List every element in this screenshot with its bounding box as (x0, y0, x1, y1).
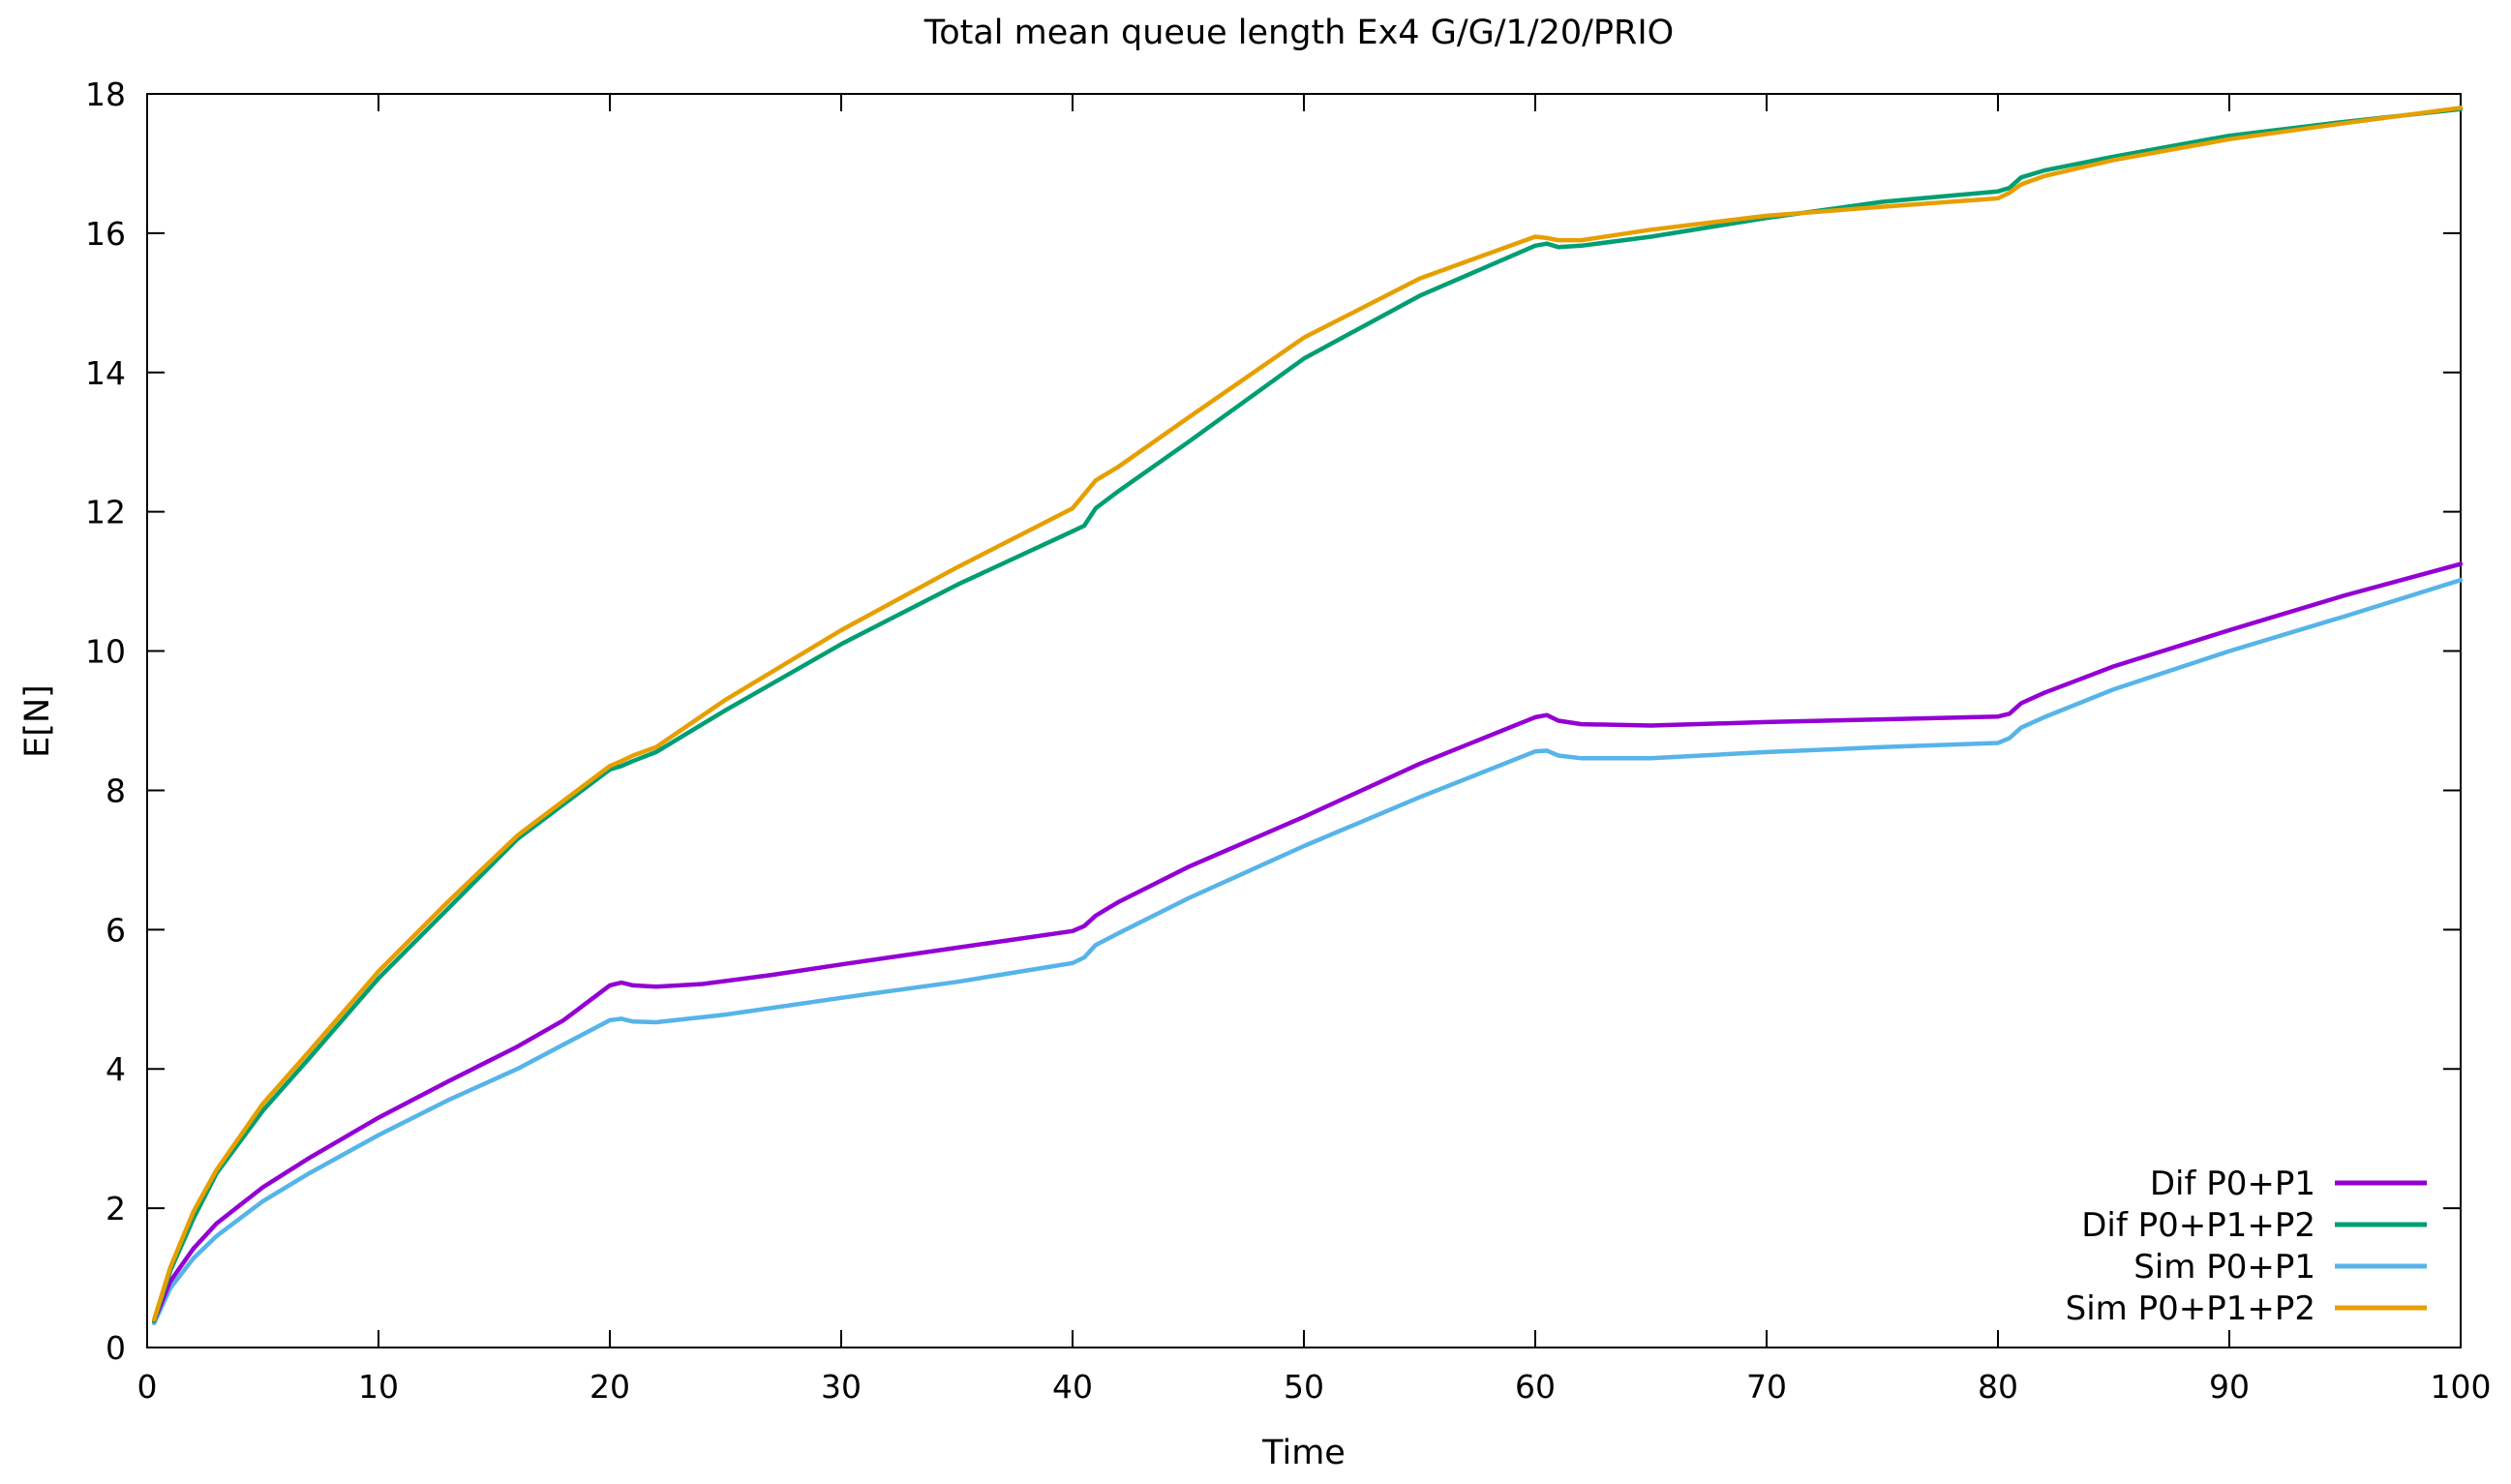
x-tick-label: 30 (821, 1368, 862, 1406)
y-tick-label: 18 (85, 76, 126, 113)
chart-title: Total mean queue length Ex4 G/G/1/20/PRI… (923, 14, 1674, 52)
y-axis-label: E[N] (18, 684, 57, 758)
y-tick-label: 2 (106, 1190, 126, 1227)
y-tick-label: 14 (85, 354, 126, 392)
legend-label: Sim P0+P1+P2 (2066, 1289, 2315, 1328)
legend-label: Sim P0+P1 (2133, 1248, 2315, 1287)
x-tick-label: 20 (590, 1368, 630, 1406)
series-line-4 (151, 106, 2464, 1322)
y-tick-label: 16 (85, 215, 126, 253)
y-tick-label: 0 (106, 1329, 126, 1367)
x-tick-label: 10 (358, 1368, 399, 1406)
y-tick-label: 8 (106, 772, 126, 809)
x-tick-label: 0 (137, 1368, 158, 1406)
y-tick-label: 6 (106, 911, 126, 949)
x-tick-label: 60 (1515, 1368, 1556, 1406)
y-tick-label: 4 (106, 1050, 126, 1088)
plot-frame (146, 93, 2462, 1348)
series-line-2 (151, 106, 2464, 1323)
y-tick-label: 10 (85, 633, 126, 671)
legend-label: Dif P0+P1+P2 (2081, 1206, 2315, 1245)
series-line-1 (151, 561, 2464, 1323)
series-line-3 (151, 577, 2464, 1326)
axis-ticks: 0 10 20 30 40 50 60 70 80 90 100 0 2 4 6 8 10 12 14 16 18 (85, 76, 2492, 1406)
x-tick-label: 50 (1284, 1368, 1324, 1406)
legend-label: Dif P0+P1 (2150, 1165, 2315, 1203)
x-tick-label: 40 (1052, 1368, 1093, 1406)
series-lines (151, 106, 2464, 1326)
x-tick-label: 80 (1978, 1368, 2018, 1406)
x-tick-label: 90 (2209, 1368, 2250, 1406)
x-axis-label: Time (1261, 1434, 1346, 1472)
y-tick-label: 12 (85, 494, 126, 531)
x-tick-label: 70 (1746, 1368, 1787, 1406)
x-tick-label: 100 (2431, 1368, 2492, 1406)
